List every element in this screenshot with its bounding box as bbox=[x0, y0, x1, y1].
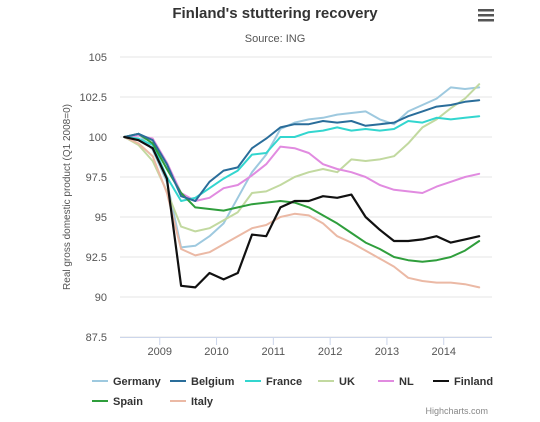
y-tick-label: 105 bbox=[89, 52, 107, 64]
credits-link[interactable]: Highcharts.com bbox=[425, 406, 488, 416]
y-tick-label: 100 bbox=[89, 132, 107, 144]
y-tick-label: 97.5 bbox=[86, 172, 107, 184]
legend-label: Spain bbox=[113, 396, 143, 408]
series-line-germany[interactable] bbox=[123, 86, 481, 249]
chart-title: Finland's stuttering recovery bbox=[172, 5, 378, 22]
legend-item-spain[interactable]: Spain bbox=[92, 396, 143, 408]
legend-item-italy[interactable]: Italy bbox=[170, 396, 214, 408]
y-tick-label: 87.5 bbox=[86, 332, 107, 344]
y-axis: 87.5 90 92.5 95 97.5 100 102.5 105 bbox=[79, 52, 107, 344]
legend-label: France bbox=[266, 376, 302, 388]
legend-label: Germany bbox=[113, 376, 162, 388]
series-line-nl[interactable] bbox=[123, 134, 481, 202]
series-lines bbox=[123, 83, 481, 289]
series-line-spain[interactable] bbox=[123, 132, 481, 263]
legend-item-germany[interactable]: Germany bbox=[92, 376, 162, 388]
legend-item-france[interactable]: France bbox=[245, 376, 302, 388]
legend-label: Belgium bbox=[191, 376, 235, 388]
legend-label: Finland bbox=[454, 376, 493, 388]
x-axis: 2009 2010 2011 2012 2013 2014 bbox=[120, 337, 492, 358]
legend-label: NL bbox=[399, 376, 414, 388]
series-line-belgium[interactable] bbox=[123, 99, 481, 202]
chart-subtitle: Source: ING bbox=[245, 33, 306, 45]
legend-item-nl[interactable]: NL bbox=[378, 376, 414, 388]
x-tick-label: 2014 bbox=[431, 346, 455, 358]
y-tick-label: 95 bbox=[95, 212, 107, 224]
y-tick-label: 92.5 bbox=[86, 252, 107, 264]
series-line-italy[interactable] bbox=[123, 136, 481, 289]
series-line-uk[interactable] bbox=[123, 83, 481, 233]
x-tick-label: 2013 bbox=[375, 346, 399, 358]
chart-menu-icon[interactable] bbox=[476, 6, 496, 24]
x-tick-label: 2009 bbox=[148, 346, 172, 358]
legend-label: Italy bbox=[191, 396, 214, 408]
y-tick-label: 90 bbox=[95, 292, 107, 304]
legend-item-finland[interactable]: Finland bbox=[433, 376, 493, 388]
x-tick-label: 2012 bbox=[318, 346, 342, 358]
y-axis-label: Real gross domestic product (Q1 2008=0) bbox=[62, 104, 73, 290]
legend-item-uk[interactable]: UK bbox=[318, 376, 355, 388]
x-tick-label: 2010 bbox=[204, 346, 228, 358]
series-line-france[interactable] bbox=[123, 115, 481, 202]
x-tick-label: 2011 bbox=[262, 346, 286, 358]
series-line-finland[interactable] bbox=[123, 135, 481, 289]
legend-label: UK bbox=[339, 376, 355, 388]
legend: Germany Belgium France UK NL Finland Spain Ital… bbox=[92, 376, 493, 408]
legend-item-belgium[interactable]: Belgium bbox=[170, 376, 235, 388]
y-tick-label: 102.5 bbox=[79, 92, 107, 104]
